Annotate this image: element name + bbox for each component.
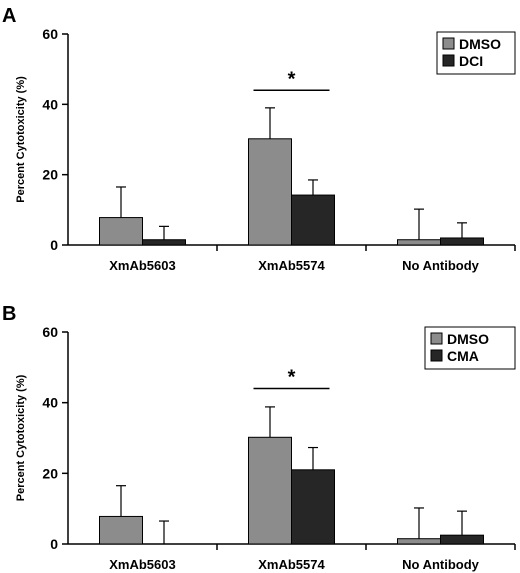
bar-dmso	[397, 538, 441, 545]
y-axis-title: Percent Cytotoxicity (%)	[15, 76, 27, 203]
bar-dmso	[248, 138, 292, 246]
y-tick-label: 20	[42, 465, 58, 481]
panel-label: B	[2, 303, 16, 325]
legend-label: CMA	[447, 348, 479, 364]
x-tick-label: XmAb5574	[258, 258, 325, 273]
bar-dmso	[248, 436, 292, 545]
x-tick-label: No Antibody	[402, 557, 480, 572]
y-tick-label: 60	[42, 26, 58, 42]
legend-swatch-dmso	[430, 332, 443, 345]
legend-label: DMSO	[459, 36, 501, 52]
bar-dmso	[99, 515, 143, 545]
chart-panel-a: A 0 20 40 60 Percent Cytotoxicity (%) XmAb5603…	[2, 5, 516, 273]
legend-swatch-cma	[430, 349, 443, 362]
legend-swatch-dmso	[442, 37, 455, 50]
bar-dmso	[99, 217, 143, 246]
significance-marker: *	[288, 367, 296, 389]
x-tick-label: XmAb5603	[109, 557, 175, 572]
y-tick-label: 20	[42, 167, 58, 183]
chart-panel-b: B 0 20 40 60 Percent Cytotoxicity (%) XmAb5603…	[2, 303, 516, 572]
panel-label: A	[2, 5, 16, 27]
bar-cma	[440, 534, 484, 545]
y-tick-label: 40	[42, 96, 58, 112]
bar-dmso	[397, 239, 441, 246]
bar-dci	[142, 239, 186, 246]
significance-marker: *	[288, 68, 296, 90]
y-tick-label: 40	[42, 395, 58, 411]
legend-swatch-dci	[442, 54, 455, 67]
bar-dci	[440, 237, 484, 246]
y-tick-label: 60	[42, 324, 58, 340]
y-tick-label: 0	[50, 237, 58, 253]
y-tick-label: 0	[50, 536, 58, 552]
bar-cma	[291, 469, 335, 545]
bar-dci	[291, 194, 335, 246]
x-tick-label: XmAb5574	[258, 557, 325, 572]
legend-label: DMSO	[447, 331, 489, 347]
x-tick-label: XmAb5603	[109, 258, 175, 273]
legend-label: DCI	[459, 53, 483, 69]
legend-box	[436, 31, 516, 75]
y-axis-title: Percent Cytotoxicity (%)	[15, 374, 27, 501]
x-tick-label: No Antibody	[402, 258, 480, 273]
